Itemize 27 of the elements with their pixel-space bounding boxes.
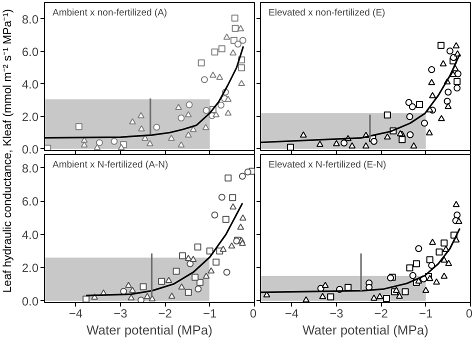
x-tick-label: −4 bbox=[284, 306, 299, 320]
y-axis-title: Leaf hydraulic conductance, Kleaf (mmol m⁻² s⁻¹ MPa⁻¹) bbox=[2, 8, 14, 293]
x-axis-title: Water potential (MPa) bbox=[302, 322, 428, 338]
text: Elevated x non-fertilized (E) bbox=[268, 8, 386, 18]
x-tick-label: −2 bbox=[374, 306, 388, 320]
y-tick-label: 6.0 bbox=[22, 44, 39, 59]
y-tick-label: 8.0 bbox=[22, 161, 39, 176]
y-tick-label: 8.0 bbox=[22, 12, 39, 26]
x-tick-label: −2 bbox=[158, 306, 172, 320]
x-tick-label: −4 bbox=[68, 306, 83, 320]
y-tick-label: 2.0 bbox=[22, 261, 39, 276]
text: Ambient x N-fertilized (A-N) bbox=[52, 160, 168, 170]
y-tick-label: 4.0 bbox=[22, 228, 39, 242]
x-tick-label: −3 bbox=[330, 306, 344, 320]
y-tick-label: 4.0 bbox=[22, 77, 39, 92]
x-tick-label: −1 bbox=[418, 306, 433, 320]
y-tick-label: 6.0 bbox=[22, 194, 39, 209]
x-tick-label: −1 bbox=[202, 306, 217, 320]
y-tick-label: 0.0 bbox=[22, 294, 39, 308]
text: Ambient x non-fertilized (A) bbox=[52, 8, 168, 18]
x-tick-label: 0 bbox=[250, 306, 257, 320]
text: Elevated x N-fertilized (E-N) bbox=[268, 160, 386, 170]
x-tick-label: 0 bbox=[466, 306, 473, 320]
y-tick-label: 2.0 bbox=[22, 110, 39, 124]
y-tick-label: 0.0 bbox=[22, 142, 39, 156]
x-tick-label: −3 bbox=[114, 306, 128, 320]
x-axis-title: Water potential (MPa) bbox=[86, 322, 212, 338]
